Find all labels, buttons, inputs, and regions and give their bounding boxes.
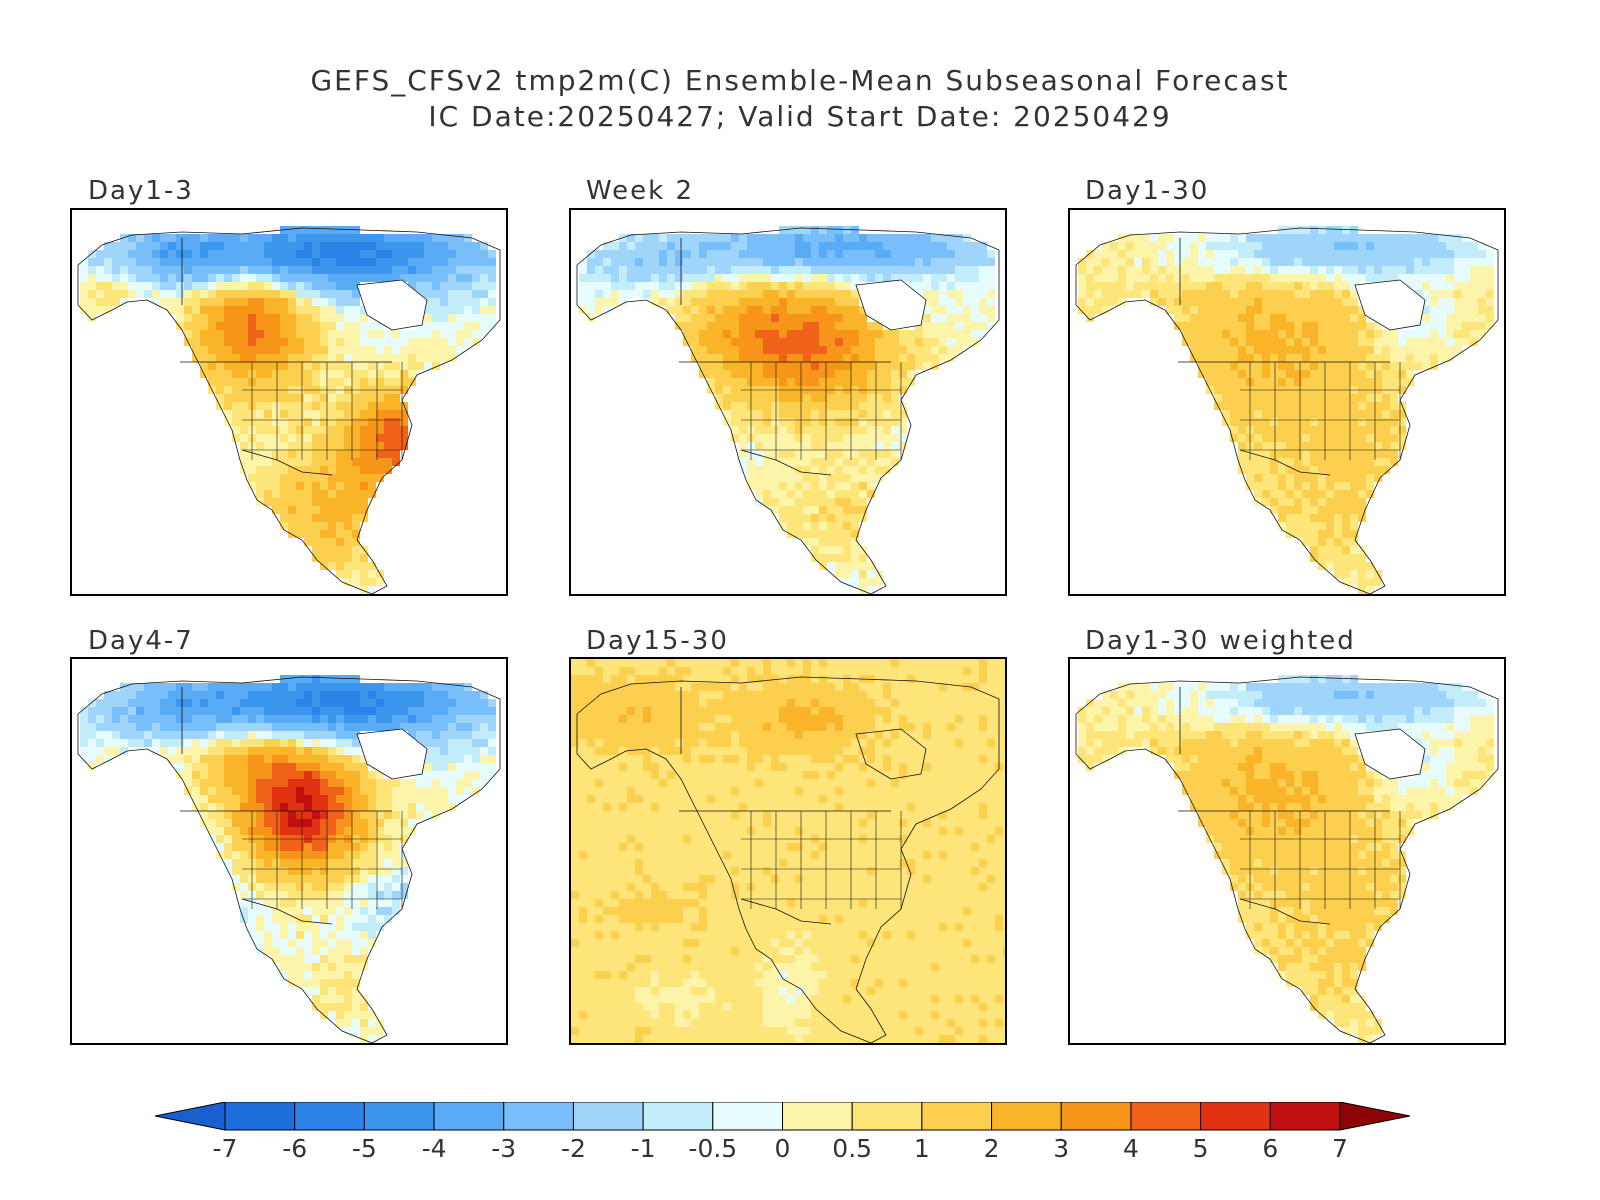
colorbar-box xyxy=(782,1102,853,1131)
map-svg xyxy=(1075,226,1499,594)
map-panel-day4-7 xyxy=(70,657,508,1045)
colorbar-tick-label: -1 xyxy=(630,1134,656,1163)
coastline xyxy=(576,676,1000,1043)
colorbar-box xyxy=(921,1102,993,1131)
map-svg xyxy=(77,675,501,1043)
colorbar-tick-label: 0.5 xyxy=(832,1134,873,1163)
colorbar-tick-label: -0.5 xyxy=(688,1134,738,1163)
colorbar-tick-label: -2 xyxy=(560,1134,586,1163)
panel-label-day15-30: Day15-30 xyxy=(586,626,729,656)
colorbar-box xyxy=(224,1102,296,1131)
political-border xyxy=(1239,449,1331,476)
hudson-bay xyxy=(1354,728,1426,780)
colorbar-box xyxy=(642,1102,714,1131)
colorbar-tick-label: 6 xyxy=(1262,1134,1279,1163)
coastline xyxy=(1075,227,1499,594)
map-panel-week2 xyxy=(569,208,1007,596)
colorbar-tick-label: -3 xyxy=(491,1134,517,1163)
colorbar-box xyxy=(433,1102,505,1131)
panel-label-day1-3: Day1-3 xyxy=(88,176,194,206)
colorbar-box xyxy=(294,1102,365,1131)
colorbar-over-arrow xyxy=(1339,1102,1411,1131)
colorbar-tick-label: -4 xyxy=(421,1134,447,1163)
panel-label-day4-7: Day4-7 xyxy=(88,626,194,656)
coastline xyxy=(1075,676,1499,1043)
map-svg xyxy=(571,659,1005,1043)
colorbar-box xyxy=(363,1102,435,1131)
map-svg xyxy=(1075,675,1499,1043)
political-border xyxy=(1239,898,1331,925)
colorbar-box xyxy=(1269,1102,1341,1131)
colorbar-box xyxy=(712,1102,783,1131)
colorbar-box xyxy=(851,1102,923,1131)
political-border xyxy=(241,898,333,925)
hudson-bay xyxy=(356,279,428,331)
figure-title-line-1: GEFS_CFSv2 tmp2m(C) Ensemble-Mean Subsea… xyxy=(310,64,1290,97)
colorbar-box xyxy=(1060,1102,1132,1131)
colorbar-tick-label: -6 xyxy=(282,1134,308,1163)
colorbar-tick-label: 7 xyxy=(1332,1134,1348,1163)
political-border xyxy=(740,898,832,925)
map-svg xyxy=(77,226,501,594)
colorbar-box xyxy=(1200,1102,1271,1131)
colorbar-tick-label: 2 xyxy=(983,1134,1000,1163)
map-panel-day1-3 xyxy=(70,208,508,596)
colorbar-box xyxy=(991,1102,1062,1131)
panel-label-day1-30: Day1-30 xyxy=(1085,176,1210,206)
coastline xyxy=(576,227,1000,594)
panel-label-week2: Week 2 xyxy=(586,176,695,206)
map-panel-day1-30 xyxy=(1068,208,1506,596)
colorbar-tick-label: 1 xyxy=(913,1134,930,1163)
colorbar-under-arrow xyxy=(155,1102,226,1131)
hudson-bay xyxy=(1354,279,1426,331)
panel-label-day1-30-weighted: Day1-30 weighted xyxy=(1085,626,1356,656)
hudson-bay xyxy=(356,728,428,780)
colorbar-box xyxy=(1130,1102,1202,1131)
colorbar-tick-label: -5 xyxy=(351,1134,377,1163)
map-svg xyxy=(576,226,1000,594)
political-border xyxy=(740,449,832,476)
coastline xyxy=(77,676,501,1043)
colorbar-tick-label: 5 xyxy=(1192,1134,1209,1163)
colorbar-box xyxy=(503,1102,574,1131)
colorbar-tick-label: -7 xyxy=(212,1134,238,1163)
hudson-bay xyxy=(855,728,927,780)
political-border xyxy=(241,449,333,476)
colorbar-box xyxy=(572,1102,644,1131)
hudson-bay xyxy=(855,279,927,331)
colorbar xyxy=(155,1102,1411,1131)
colorbar-tick-label: 4 xyxy=(1122,1134,1139,1163)
colorbar-tick-label: 0 xyxy=(774,1134,791,1163)
figure-title-line-2: IC Date:20250427; Valid Start Date: 2025… xyxy=(428,100,1172,133)
map-panel-day15-30 xyxy=(569,657,1007,1045)
map-panel-day1-30-weighted xyxy=(1068,657,1506,1045)
colorbar-tick-label: 3 xyxy=(1053,1134,1070,1163)
coastline xyxy=(77,227,501,594)
